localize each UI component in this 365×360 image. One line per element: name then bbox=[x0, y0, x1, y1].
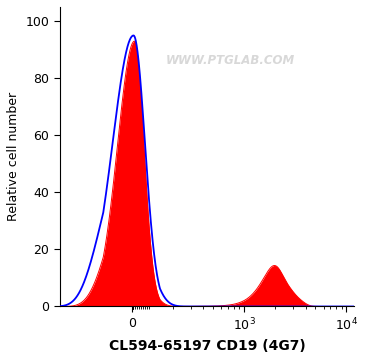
Y-axis label: Relative cell number: Relative cell number bbox=[7, 92, 20, 221]
Text: WWW.PTGLAB.COM: WWW.PTGLAB.COM bbox=[166, 54, 295, 67]
X-axis label: CL594-65197 CD19 (4G7): CL594-65197 CD19 (4G7) bbox=[109, 339, 306, 353]
